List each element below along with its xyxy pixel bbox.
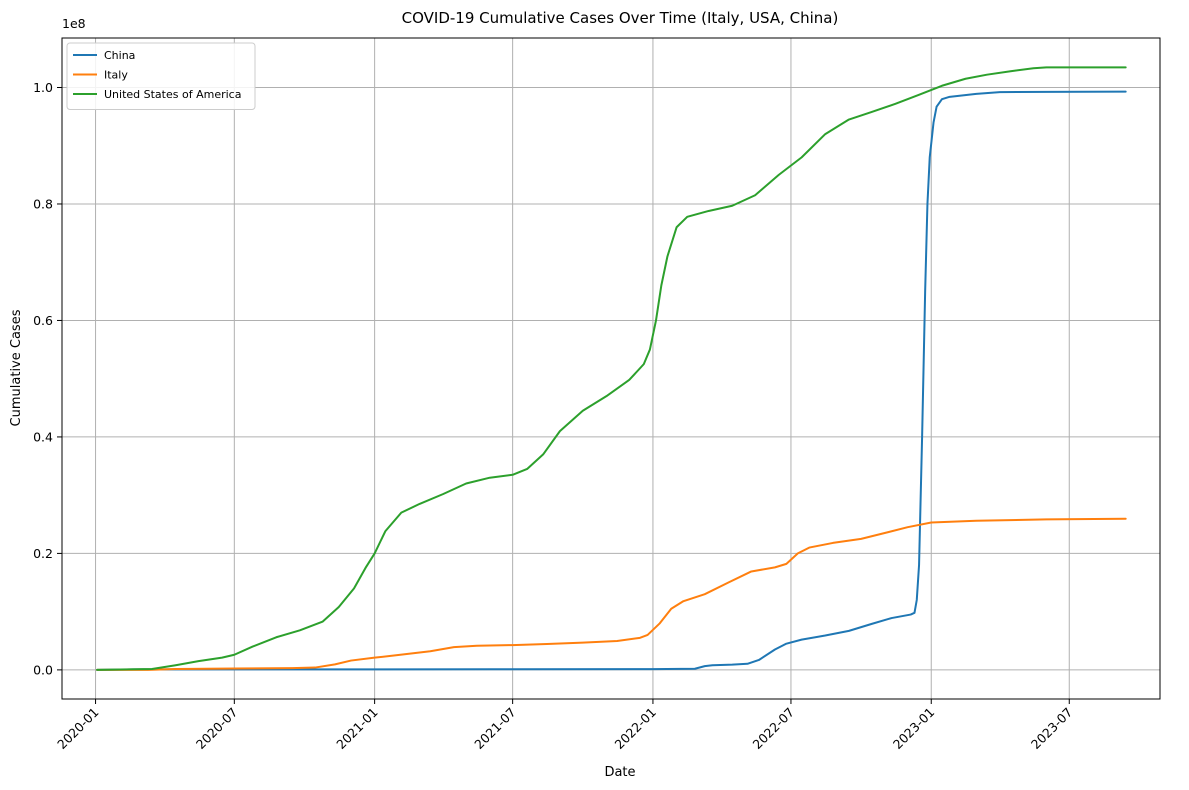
- series-lines: [96, 66, 1127, 671]
- y-axis-label: Cumulative Cases: [9, 309, 24, 426]
- y-tick-label: 0.6: [33, 313, 53, 328]
- y-offset-label: 1e8: [62, 16, 86, 31]
- x-tick-label: 2020-07: [193, 705, 241, 753]
- legend-label-italy: Italy: [104, 69, 128, 82]
- series-line-italy: [96, 517, 1127, 671]
- grid-lines: [62, 38, 1160, 699]
- legend-label-united-states-of-america: United States of America: [104, 88, 241, 101]
- y-tick-label: 0.4: [33, 429, 53, 444]
- y-tick-label: 0.2: [33, 546, 53, 561]
- y-axis-ticks: 0.0 0.2 0.4 0.6 0.8 1.0: [33, 80, 62, 677]
- legend-label-china: China: [104, 49, 135, 62]
- x-tick-label: 2023-07: [1028, 705, 1076, 753]
- y-tick-label: 0.8: [33, 196, 53, 211]
- x-axis-label: Date: [604, 765, 635, 780]
- x-tick-label: 2020-01: [54, 705, 102, 753]
- x-tick-label: 2022-01: [612, 705, 660, 753]
- series-line-united-states-of-america: [96, 66, 1127, 671]
- plot-frame: [61, 37, 1161, 700]
- x-axis-ticks: 2020-01 2020-07 2021-01 2021-07 2022-01 2022-…: [54, 699, 1075, 752]
- legend: China Italy United States of America: [66, 42, 256, 110]
- x-tick-label: 2021-01: [333, 705, 381, 753]
- y-tick-label: 0.0: [33, 662, 53, 677]
- legend-box: [66, 42, 256, 110]
- y-tick-label: 1.0: [33, 80, 53, 95]
- x-tick-label: 2022-07: [750, 705, 798, 753]
- series-line-china: [96, 90, 1127, 671]
- x-tick-label: 2023-01: [890, 705, 938, 753]
- x-tick-label: 2021-07: [471, 705, 519, 753]
- chart-title: COVID-19 Cumulative Cases Over Time (Ita…: [402, 9, 839, 27]
